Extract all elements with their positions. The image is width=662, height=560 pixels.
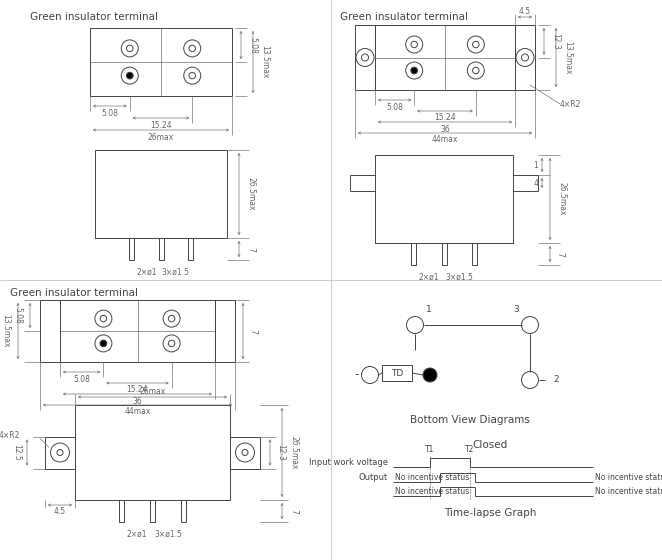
Bar xyxy=(75,405,230,500)
Text: 3×ø1.5: 3×ø1.5 xyxy=(446,273,473,282)
Text: 4×R2: 4×R2 xyxy=(0,432,20,441)
Text: 2: 2 xyxy=(553,376,559,385)
Bar xyxy=(45,436,75,469)
Text: 7: 7 xyxy=(555,251,565,256)
Text: No incentive status: No incentive status xyxy=(395,487,469,496)
Text: 7: 7 xyxy=(289,508,299,514)
Text: 2×ø1: 2×ø1 xyxy=(418,273,439,282)
Text: 3: 3 xyxy=(514,306,520,315)
Bar xyxy=(130,238,134,260)
Text: 5.08: 5.08 xyxy=(386,102,403,111)
Bar xyxy=(60,300,215,362)
Bar xyxy=(355,25,375,90)
Text: 36: 36 xyxy=(132,396,142,405)
Text: Closed: Closed xyxy=(473,440,508,450)
Bar xyxy=(187,238,193,260)
Text: -: - xyxy=(354,368,359,381)
Text: 26.5max: 26.5max xyxy=(557,182,567,216)
Text: 44max: 44max xyxy=(124,408,151,417)
Text: Input work voltage: Input work voltage xyxy=(309,458,388,467)
Circle shape xyxy=(411,67,418,74)
Text: 4.5: 4.5 xyxy=(519,7,531,16)
Text: 4.5: 4.5 xyxy=(54,507,66,516)
Bar xyxy=(230,436,260,469)
Text: 13.5max: 13.5max xyxy=(1,314,11,348)
Text: 44max: 44max xyxy=(432,136,458,144)
Text: 7: 7 xyxy=(248,329,258,333)
Text: TD: TD xyxy=(391,368,403,377)
Text: 36: 36 xyxy=(440,124,450,133)
Bar xyxy=(442,243,446,265)
Bar xyxy=(90,28,232,96)
Text: 3×ø1.5: 3×ø1.5 xyxy=(154,530,182,539)
Text: 5.08: 5.08 xyxy=(101,109,118,118)
Text: 4: 4 xyxy=(534,179,538,188)
Text: 1: 1 xyxy=(534,161,538,170)
Circle shape xyxy=(423,368,437,382)
Text: No incentive status: No incentive status xyxy=(595,487,662,496)
Text: 12.3: 12.3 xyxy=(551,33,561,50)
Bar xyxy=(119,500,124,522)
Circle shape xyxy=(100,340,107,347)
Text: 15.24: 15.24 xyxy=(434,114,456,123)
Text: 26.5max: 26.5max xyxy=(246,178,256,211)
Text: 13.5max: 13.5max xyxy=(563,41,573,74)
Bar xyxy=(515,25,535,90)
Text: Bottom View Diagrams: Bottom View Diagrams xyxy=(410,415,530,425)
Text: 5.08: 5.08 xyxy=(73,375,90,384)
Text: 4×R2: 4×R2 xyxy=(560,100,581,109)
Bar xyxy=(382,365,412,381)
Text: Green insulator terminal: Green insulator terminal xyxy=(340,12,468,22)
Text: 5.08: 5.08 xyxy=(248,36,258,53)
Text: 13.5max: 13.5max xyxy=(261,45,269,79)
Bar xyxy=(158,238,164,260)
Bar xyxy=(181,500,186,522)
Text: 15.24: 15.24 xyxy=(126,385,148,394)
Bar xyxy=(40,300,60,362)
Text: 2×ø1: 2×ø1 xyxy=(136,268,157,277)
Text: T1: T1 xyxy=(425,445,435,454)
Text: Time-lapse Graph: Time-lapse Graph xyxy=(444,508,536,518)
Text: 2×ø1: 2×ø1 xyxy=(126,530,147,539)
Text: 1: 1 xyxy=(426,306,431,315)
Text: 26.5max: 26.5max xyxy=(289,436,299,469)
Text: Green insulator terminal: Green insulator terminal xyxy=(30,12,158,22)
Text: 12.5: 12.5 xyxy=(13,444,21,461)
Text: 15.24: 15.24 xyxy=(150,120,172,129)
Text: No incentive status: No incentive status xyxy=(595,473,662,482)
Bar xyxy=(375,25,515,90)
Text: 26max: 26max xyxy=(140,386,166,395)
Bar xyxy=(150,500,155,522)
Text: Green insulator terminal: Green insulator terminal xyxy=(10,288,138,298)
Text: Output: Output xyxy=(359,473,388,482)
Text: 26max: 26max xyxy=(148,133,174,142)
Bar xyxy=(375,155,513,243)
Bar xyxy=(95,150,227,238)
Bar xyxy=(472,243,477,265)
Bar xyxy=(215,300,235,362)
Text: 12.3: 12.3 xyxy=(277,444,285,461)
Text: No incentive status: No incentive status xyxy=(395,473,469,482)
Circle shape xyxy=(126,72,133,79)
Text: 3×ø1.5: 3×ø1.5 xyxy=(162,268,189,277)
Text: 7: 7 xyxy=(246,246,256,251)
Bar xyxy=(411,243,416,265)
Text: T2: T2 xyxy=(465,445,475,454)
Text: 5.08: 5.08 xyxy=(13,307,23,324)
